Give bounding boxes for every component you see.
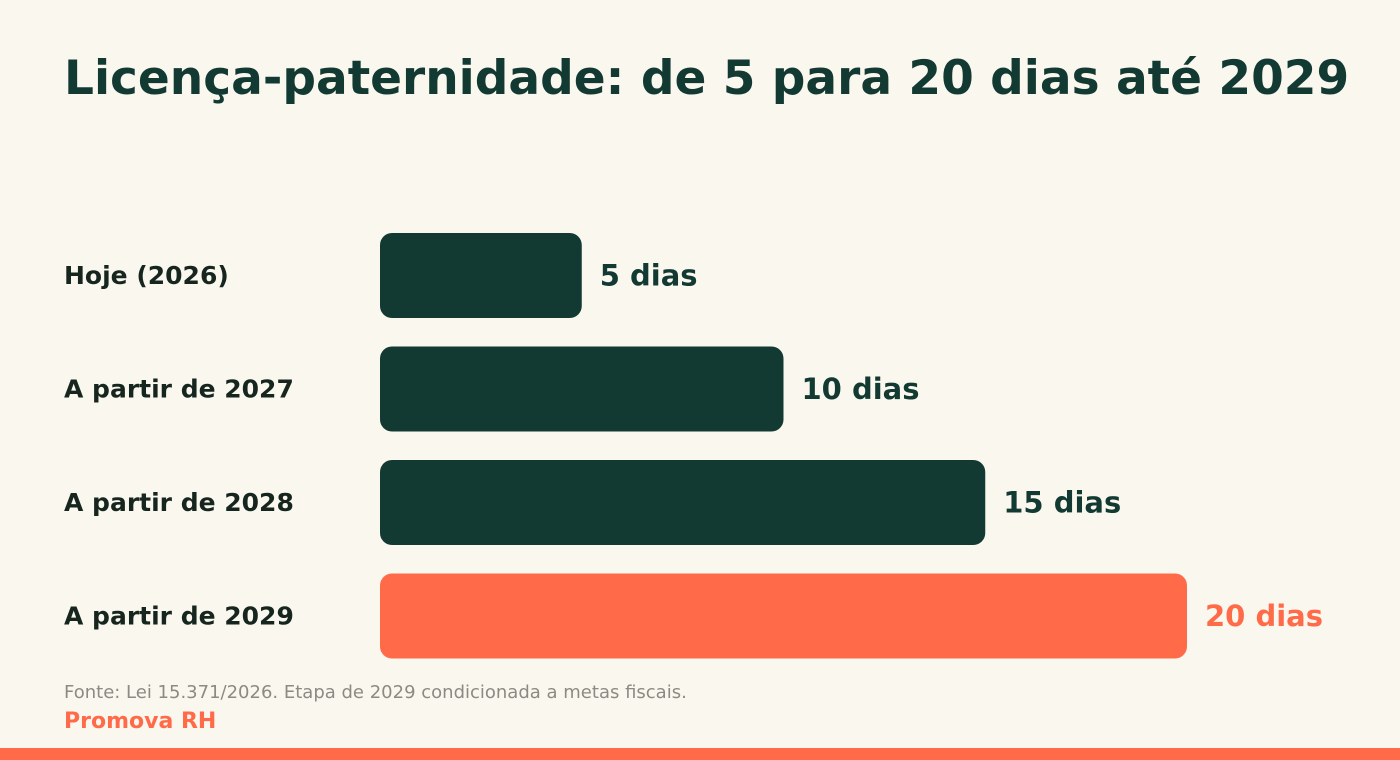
source-note: Fonte: Lei 15.371/2026. Etapa de 2029 co… xyxy=(64,682,687,703)
bar-highlight xyxy=(380,573,1187,659)
value-label: 15 dias xyxy=(1003,486,1121,520)
brand-name: Promova RH xyxy=(64,709,217,734)
category-label: Hoje (2026) xyxy=(64,261,229,290)
bar xyxy=(380,346,784,432)
chart-title: Licença-paternidade: de 5 para 20 dias a… xyxy=(64,51,1350,106)
category-label: A partir de 2027 xyxy=(64,375,294,404)
value-label: 10 dias xyxy=(802,372,920,406)
bar xyxy=(380,460,986,545)
category-label: A partir de 2029 xyxy=(64,602,294,631)
value-label: 20 dias xyxy=(1205,599,1323,633)
bottom-accent-bar xyxy=(0,748,1400,760)
value-label: 5 dias xyxy=(600,259,698,293)
category-label: A partir de 2028 xyxy=(64,488,294,517)
bar xyxy=(380,233,582,318)
